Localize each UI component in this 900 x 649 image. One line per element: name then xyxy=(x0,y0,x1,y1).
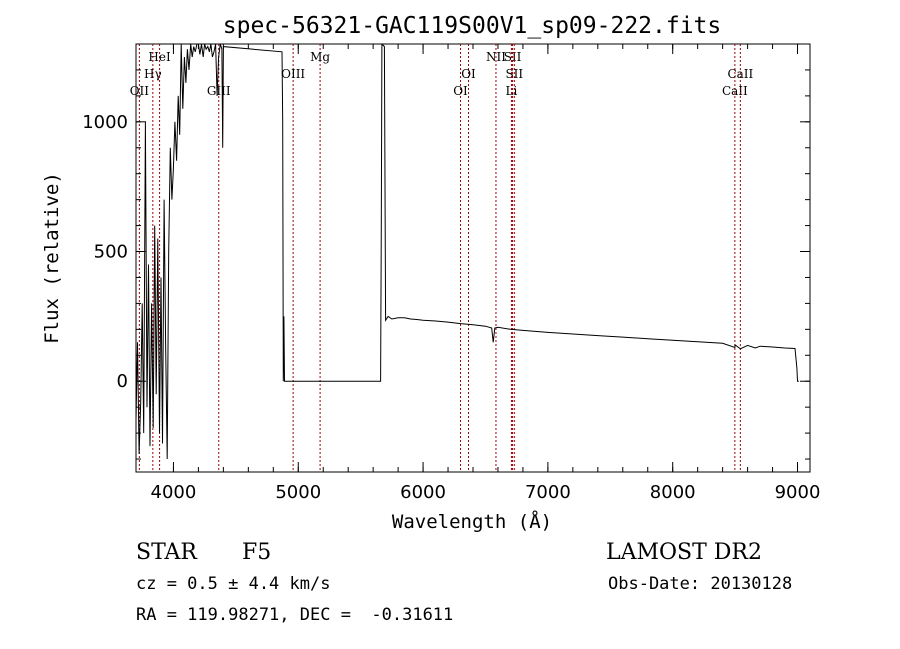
spectrum-line-0 xyxy=(136,44,799,460)
line-marker-label-9: SII xyxy=(504,50,522,64)
axes: 4000 5000 6000 7000 8000 9000 0 500 1000 xyxy=(82,44,820,503)
line-marker-label-4: OIII xyxy=(281,67,305,81)
coordinates: RA = 119.98271, DEC = -0.31611 xyxy=(136,605,454,625)
x-tick-label-5: 9000 xyxy=(775,482,821,503)
line-marker-label-12: CaII xyxy=(722,84,748,98)
y-tick-label-1: 500 xyxy=(94,242,128,263)
line-marker-label-10: SII xyxy=(505,67,523,81)
line-marker-label-11: Li xyxy=(506,84,518,98)
line-marker-label-2: HeI xyxy=(148,50,171,64)
x-tick-label-4: 8000 xyxy=(650,482,696,503)
redshift-text: cz = 0.5 ± 4.4 km/s xyxy=(136,574,331,594)
y-tick-label-2: 1000 xyxy=(82,112,128,133)
object-class: STAR xyxy=(136,540,197,565)
survey-name: LAMOST DR2 xyxy=(606,540,762,565)
obs-date: Obs-Date: 20130128 xyxy=(608,574,793,594)
x-tick-label-3: 7000 xyxy=(525,482,571,503)
line-marker-label-5: Mg xyxy=(310,50,330,64)
line-marker-label-1: Hγ xyxy=(144,67,162,81)
object-subclass: F5 xyxy=(242,540,272,565)
chart-title: spec-56321-GAC119S00V1_sp09-222.fits xyxy=(223,13,722,39)
line-marker-label-13: CaII xyxy=(727,67,753,81)
spectrum-series xyxy=(136,44,799,460)
y-tick-label-0: 0 xyxy=(117,371,128,392)
y-axis-label: Flux (relative) xyxy=(41,172,63,344)
x-tick-label-0: 4000 xyxy=(151,482,197,503)
line-marker-label-7: OI xyxy=(461,67,476,81)
x-axis-label: Wavelength (Å) xyxy=(392,510,552,533)
plot-frame xyxy=(135,43,811,473)
x-tick-label-2: 6000 xyxy=(400,482,446,503)
line-marker-label-3: GIII xyxy=(207,84,231,98)
line-marker-label-6: OI xyxy=(453,84,468,98)
x-tick-label-1: 5000 xyxy=(275,482,321,503)
line-marker-label-8: NII xyxy=(486,50,506,64)
line-marker-label-0: OII xyxy=(130,84,150,98)
